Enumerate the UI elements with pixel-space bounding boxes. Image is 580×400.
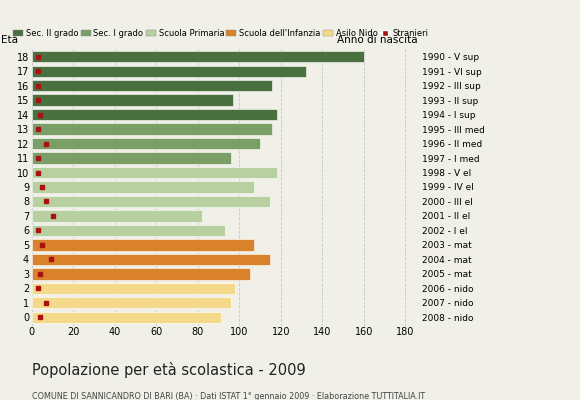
Bar xyxy=(32,80,273,91)
Bar xyxy=(32,124,273,135)
Bar xyxy=(32,225,225,236)
Bar xyxy=(32,254,270,265)
Bar xyxy=(32,283,235,294)
Bar xyxy=(32,51,364,62)
Bar xyxy=(32,312,220,323)
Text: Età: Età xyxy=(1,35,18,45)
Text: Popolazione per età scolastica - 2009: Popolazione per età scolastica - 2009 xyxy=(32,362,306,378)
Bar xyxy=(32,66,306,77)
Text: Anno di nascita: Anno di nascita xyxy=(337,35,418,45)
Bar xyxy=(32,94,233,106)
Bar xyxy=(32,268,249,280)
Bar xyxy=(32,152,231,164)
Bar xyxy=(32,196,270,207)
Bar xyxy=(32,181,254,193)
Bar xyxy=(32,138,260,149)
Text: COMUNE DI SANNICANDRO DI BARI (BA) · Dati ISTAT 1° gennaio 2009 · Elaborazione T: COMUNE DI SANNICANDRO DI BARI (BA) · Dat… xyxy=(32,392,425,400)
Bar xyxy=(32,109,277,120)
Legend: Sec. II grado, Sec. I grado, Scuola Primaria, Scuola dell'Infanzia, Asilo Nido, : Sec. II grado, Sec. I grado, Scuola Prim… xyxy=(13,29,429,38)
Bar xyxy=(32,210,202,222)
Bar xyxy=(32,239,254,250)
Bar xyxy=(32,167,277,178)
Bar xyxy=(32,297,231,308)
